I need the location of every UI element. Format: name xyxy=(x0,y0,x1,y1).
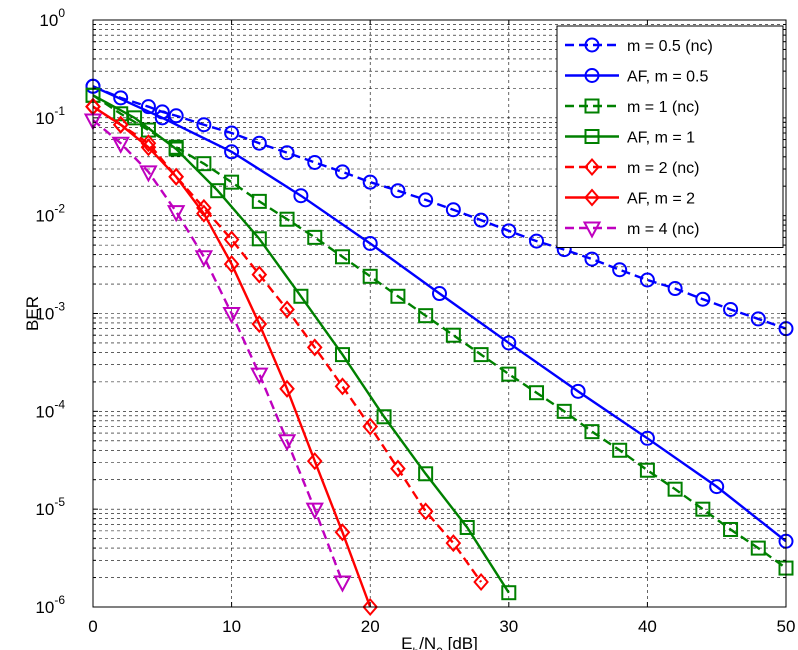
legend-label: m = 4 (nc) xyxy=(627,221,699,238)
data-point xyxy=(196,251,211,265)
y-tick-label: 100 xyxy=(39,6,65,30)
x-tick-label: 10 xyxy=(222,617,241,636)
x-tick-label: 40 xyxy=(638,617,657,636)
data-point xyxy=(281,146,294,159)
y-tick-label: 10-1 xyxy=(35,104,65,128)
legend-label: m = 0.5 (nc) xyxy=(627,38,713,55)
legend-label: m = 2 (nc) xyxy=(627,160,699,177)
data-point xyxy=(336,165,349,178)
y-tick-label: 10-2 xyxy=(35,202,65,226)
series-4 xyxy=(87,89,516,599)
series-line xyxy=(93,95,509,592)
series-line xyxy=(93,107,481,582)
data-point xyxy=(613,263,626,276)
data-point xyxy=(308,156,321,169)
legend-label: AF, m = 0.5 xyxy=(627,69,708,86)
x-tick-label: 0 xyxy=(88,617,97,636)
series-5 xyxy=(87,99,488,589)
y-axis-label: BER xyxy=(23,296,42,331)
y-tick-label: 10-6 xyxy=(35,593,65,617)
legend-label: m = 1 (nc) xyxy=(627,99,699,116)
y-tick-label: 10-4 xyxy=(35,397,65,421)
data-point xyxy=(335,577,350,591)
x-tick-label: 30 xyxy=(499,617,518,636)
legend-label: AF, m = 2 xyxy=(627,191,695,208)
y-tick-label: 10-5 xyxy=(35,495,65,519)
legend: m = 0.5 (nc) AF, m = 0.5 m = 1 (nc) AF, m =… xyxy=(557,26,783,248)
x-tick-label: 20 xyxy=(361,617,380,636)
legend-entry: m = 1 (nc) xyxy=(565,99,699,116)
legend-entry: AF, m = 1 xyxy=(565,130,695,147)
x-axis-label: Eb/N0 [dB] xyxy=(401,634,478,650)
legend-label: AF, m = 1 xyxy=(627,130,695,147)
x-tick-label: 50 xyxy=(777,617,796,636)
